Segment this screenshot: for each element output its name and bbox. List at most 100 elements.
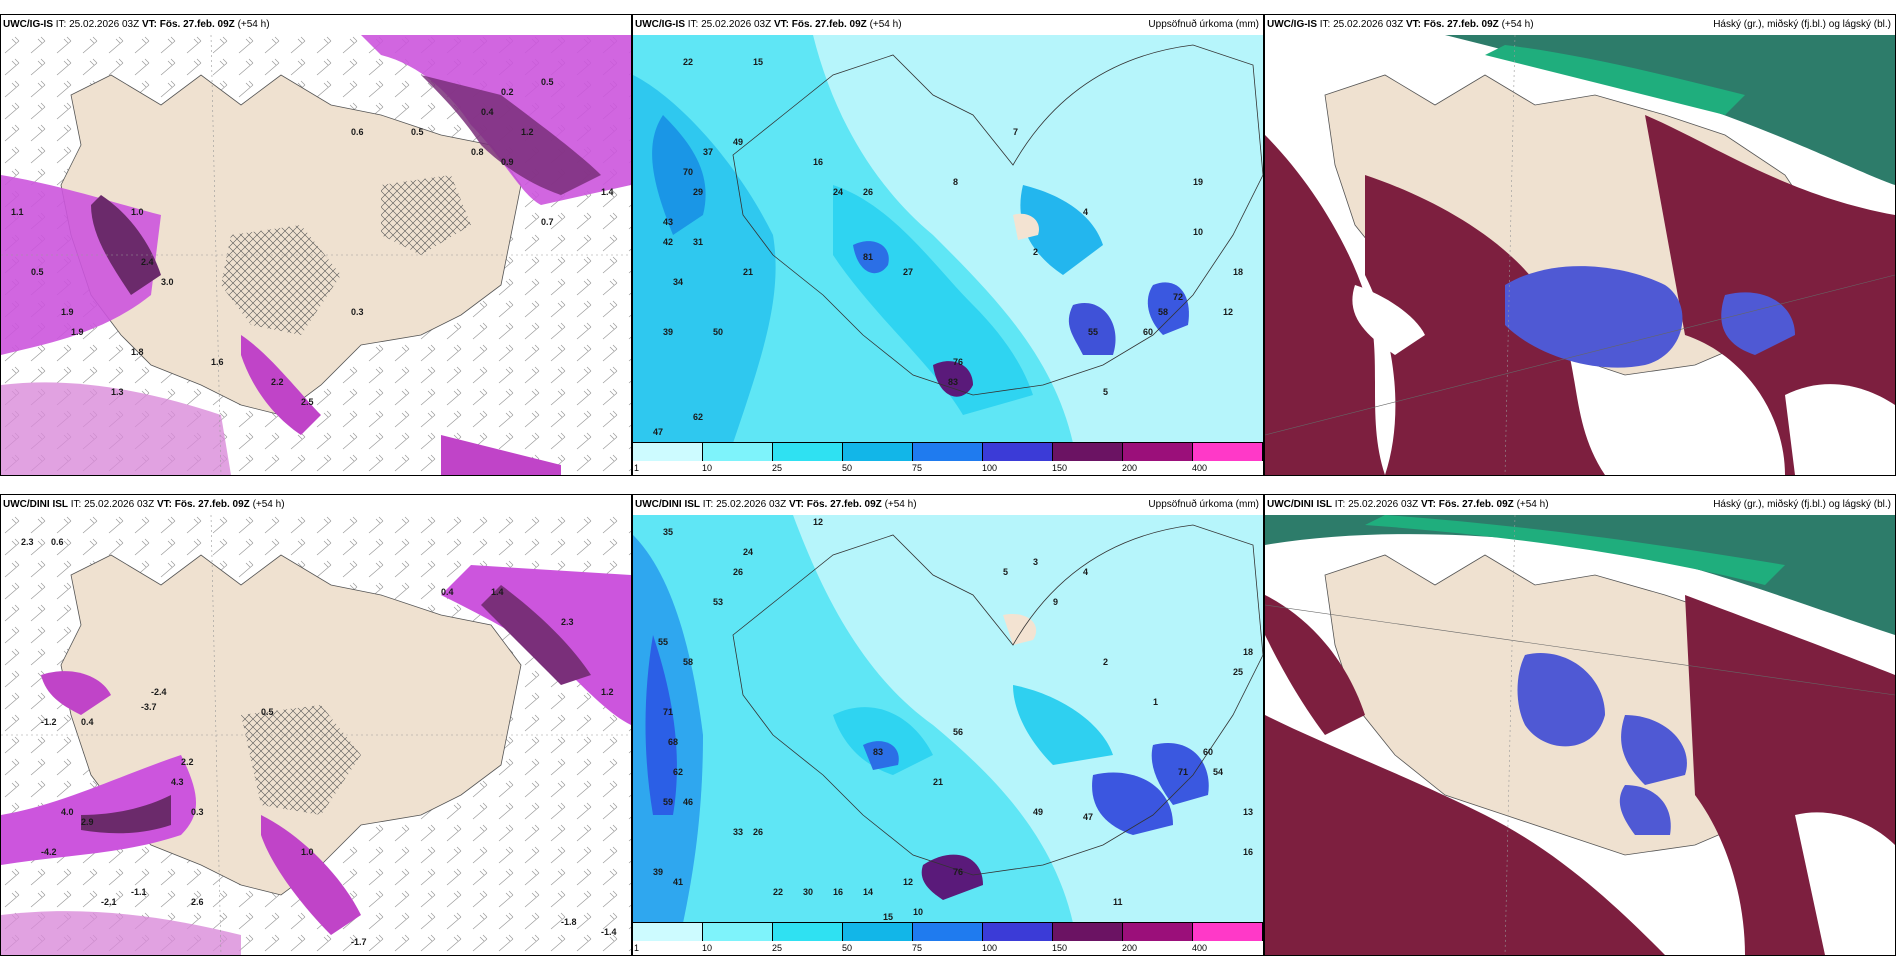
init-time-label: IT: [687, 19, 699, 30]
svg-text:15: 15 [753, 57, 763, 67]
svg-text:16: 16 [833, 887, 843, 897]
svg-text:39: 39 [663, 327, 673, 337]
colorbar-label: 10 [702, 463, 713, 473]
colorbar-label: 75 [912, 463, 923, 473]
valid-time-label: VT: [1405, 19, 1421, 30]
svg-text:1.2: 1.2 [521, 127, 534, 137]
svg-text:26: 26 [753, 827, 763, 837]
svg-text:30: 30 [803, 887, 813, 897]
svg-text:0.8: 0.8 [471, 147, 484, 157]
svg-text:13: 13 [1243, 807, 1253, 817]
colorbar-label: 50 [842, 463, 853, 473]
map-panel-ig-wind: UWC/IG-IS IT: 25.02.2026 03Z VT: Fös. 27… [0, 14, 632, 476]
svg-text:10: 10 [913, 907, 923, 917]
valid-time-label: VT: [156, 499, 172, 510]
svg-text:1.0: 1.0 [131, 207, 144, 217]
svg-text:3.0: 3.0 [161, 277, 174, 287]
lead-time: (+54 h) [1516, 499, 1549, 510]
valid-time-label: VT: [788, 499, 804, 510]
svg-text:2: 2 [1103, 657, 1108, 667]
svg-text:-2.1: -2.1 [101, 897, 117, 907]
valid-time-label: VT: [1420, 499, 1436, 510]
panel-header: UWC/IG-IS IT: 25.02.2026 03Z VT: Fös. 27… [1, 15, 631, 35]
valid-time: Fös. 27.feb. 09Z [806, 499, 882, 510]
svg-text:5: 5 [1003, 567, 1008, 577]
svg-text:0.4: 0.4 [441, 587, 454, 597]
svg-text:4.0: 4.0 [61, 807, 74, 817]
svg-text:55: 55 [658, 637, 668, 647]
svg-text:2.2: 2.2 [271, 377, 284, 387]
colorbar-label: 200 [1122, 943, 1138, 953]
model-name: UWC/IG-IS [1267, 19, 1317, 30]
svg-text:2.9: 2.9 [81, 817, 94, 827]
precip-colorbar: 1 10 25 50 75 100 150 200 400 [633, 442, 1263, 475]
snow-depth-values: 2.3 0.6 0.4 1.4 2.3 1.2 -2.4 -3.7 -1.2 0.4 2.… [21, 537, 617, 947]
svg-text:16: 16 [813, 157, 823, 167]
cloud-cover-map [1265, 35, 1895, 475]
precip-colorbar: 1 10 25 50 75 100 150 200 400 [633, 922, 1263, 955]
panel-header: UWC/IG-IS IT: 25.02.2026 03Z VT: Fös. 27… [633, 15, 1263, 35]
svg-text:0.3: 0.3 [351, 307, 364, 317]
svg-text:60: 60 [1143, 327, 1153, 337]
init-time: 25.02.2026 03Z [84, 499, 155, 510]
svg-text:-1.8: -1.8 [561, 917, 577, 927]
svg-text:-3.7: -3.7 [141, 702, 157, 712]
svg-text:4: 4 [1083, 207, 1088, 217]
map-panel-dini-clouds: UWC/DINI ISL IT: 25.02.2026 03Z VT: Fös.… [1264, 494, 1896, 956]
svg-text:83: 83 [873, 747, 883, 757]
svg-text:1.8: 1.8 [131, 347, 144, 357]
svg-text:54: 54 [1213, 767, 1223, 777]
svg-text:18: 18 [1243, 647, 1253, 657]
svg-text:60: 60 [1203, 747, 1213, 757]
panel-title: Háský (gr.), miðský (fj.bl.) og lágský (… [1713, 19, 1891, 30]
panel-title: Uppsöfnuð úrkoma (mm) [1148, 19, 1259, 30]
init-time: 25.02.2026 03Z [701, 19, 772, 30]
svg-text:0.4: 0.4 [481, 107, 494, 117]
svg-text:62: 62 [693, 412, 703, 422]
svg-text:76: 76 [953, 867, 963, 877]
svg-text:0.5: 0.5 [541, 77, 554, 87]
svg-text:2.4: 2.4 [141, 257, 154, 267]
svg-text:47: 47 [1083, 812, 1093, 822]
svg-text:27: 27 [903, 267, 913, 277]
svg-text:24: 24 [743, 547, 753, 557]
svg-text:43: 43 [663, 217, 673, 227]
svg-text:18: 18 [1233, 267, 1243, 277]
init-time: 25.02.2026 03Z [716, 499, 787, 510]
valid-time: Fös. 27.feb. 09Z [159, 19, 235, 30]
svg-text:47: 47 [653, 427, 663, 437]
svg-text:42: 42 [663, 237, 673, 247]
colorbar-label: 400 [1192, 943, 1208, 953]
svg-text:9: 9 [1053, 597, 1058, 607]
svg-text:0.4: 0.4 [81, 717, 94, 727]
svg-text:39: 39 [653, 867, 663, 877]
svg-text:53: 53 [713, 597, 723, 607]
svg-text:1.2: 1.2 [601, 687, 614, 697]
panel-title: Háský (gr.), miðský (fj.bl.) og lágský (… [1713, 499, 1891, 510]
panel-header: UWC/IG-IS IT: 25.02.2026 03Z VT: Fös. 27… [1265, 15, 1895, 35]
svg-text:58: 58 [683, 657, 693, 667]
colorbar-label: 10 [702, 943, 713, 953]
model-name: UWC/IG-IS [3, 19, 53, 30]
colorbar-label: 400 [1192, 463, 1208, 473]
svg-text:62: 62 [673, 767, 683, 777]
valid-time: Fös. 27.feb. 09Z [174, 499, 250, 510]
svg-text:34: 34 [673, 277, 683, 287]
svg-text:8: 8 [953, 177, 958, 187]
colorbar-label: 200 [1122, 463, 1138, 473]
svg-text:56: 56 [953, 727, 963, 737]
svg-text:-1.7: -1.7 [351, 937, 367, 947]
wind-snow-map: 2.3 0.6 0.4 1.4 2.3 1.2 -2.4 -3.7 -1.2 0.4 2.… [1, 515, 631, 955]
init-time-label: IT: [70, 499, 82, 510]
svg-text:1: 1 [1153, 697, 1158, 707]
cloud-cover-map [1265, 515, 1895, 955]
svg-text:22: 22 [683, 57, 693, 67]
colorbar-label: 25 [772, 943, 783, 953]
svg-text:3: 3 [1033, 557, 1038, 567]
colorbar-label: 100 [982, 463, 998, 473]
model-name: UWC/DINI ISL [635, 499, 700, 510]
svg-text:0.3: 0.3 [191, 807, 204, 817]
